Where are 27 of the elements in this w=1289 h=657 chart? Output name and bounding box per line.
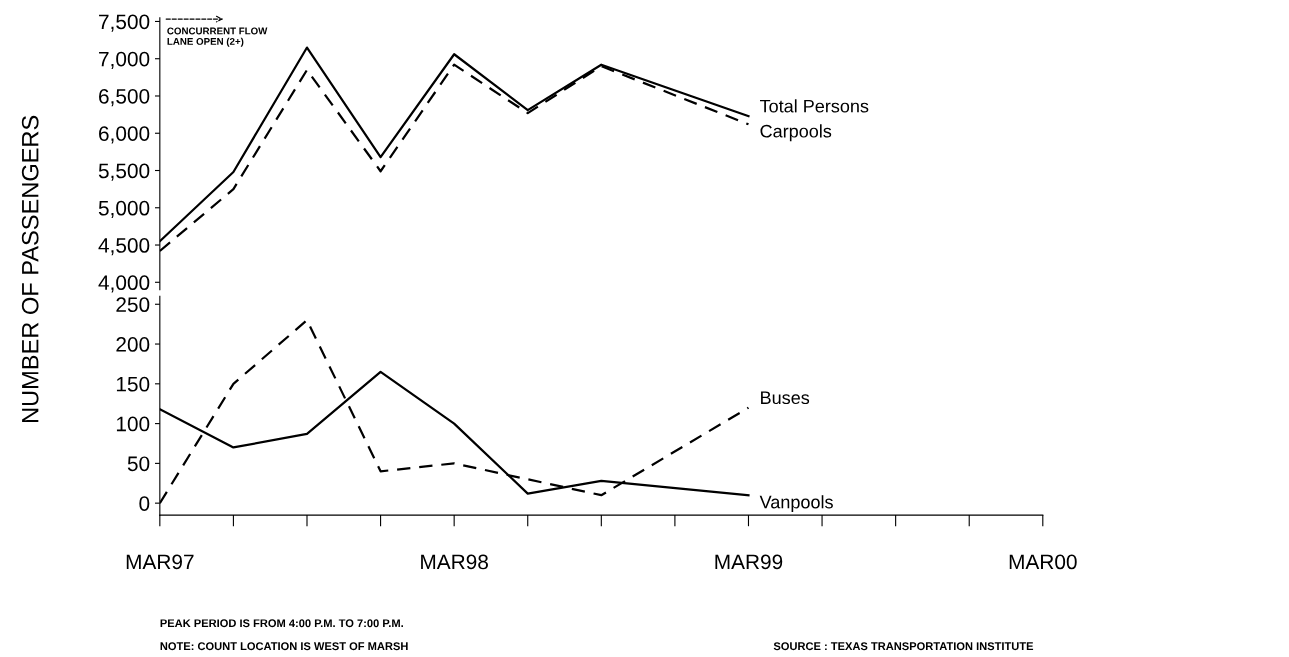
y-tick-label: 0: [139, 496, 150, 511]
x-tick-label: MAR98: [421, 554, 488, 570]
y-tick-label: 150: [116, 376, 150, 392]
x-tick-label: MAR00: [1009, 554, 1077, 570]
y-tick-label: 7,500: [99, 14, 150, 32]
y-tick-label: 4,500: [98, 238, 150, 256]
y-tick-label: 4,000: [98, 275, 150, 293]
text: PEAK PERIOD IS FROM 4:00 P.M. TO 7:00 P.M.: [160, 619, 403, 628]
y-tick-label: 5,000: [98, 200, 150, 218]
x-tick-label: MAR97: [126, 554, 194, 570]
y-tick-label: 250: [116, 297, 150, 313]
y-tick-label: 6,000: [99, 126, 150, 144]
x-tick-label: MAR99: [715, 554, 783, 570]
y-tick-label: 5,500: [98, 163, 150, 181]
series-label: Carpools: [760, 124, 832, 142]
source-note: SOURCE : TEXAS TRANSPORTATION INSTITUTE: [773, 642, 1034, 651]
series-label: Total Persons: [760, 99, 869, 113]
y-tick-label: 6,500: [99, 88, 150, 107]
y-tick-label: 100: [116, 416, 150, 432]
y-tick-label: 200: [116, 337, 150, 352]
series-label: Buses: [761, 391, 810, 405]
text: NOTE: COUNT LOCATION IS WEST OF MARSH: [160, 642, 408, 651]
y-tick-label: 7,000: [99, 51, 150, 69]
annotation: CONCURRENT FLOW LANE OPEN (2+): [167, 27, 268, 47]
y-tick-label: 50: [127, 456, 150, 472]
y-axis-title: NUMBER OF PASSENGERS: [21, 115, 39, 423]
series-label: Vanpools: [759, 495, 833, 513]
